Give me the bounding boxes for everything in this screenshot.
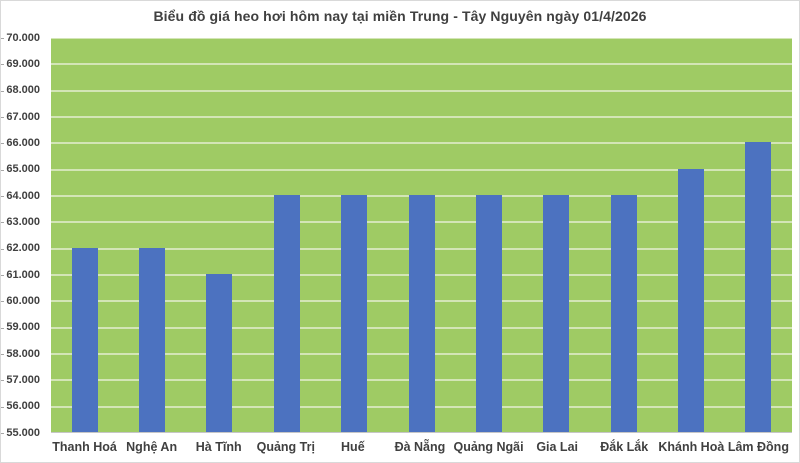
y-tick-label: 63.000 [6,215,40,228]
x-tick-label: Đắk Lắk [600,440,649,454]
y-tick-label: 64.000 [6,189,40,202]
bar-gia-lai [543,195,570,432]
y-axis-tick-mark [1,64,4,66]
y-axis-tick-mark [1,433,4,434]
y-axis-tick-mark [1,301,4,303]
y-axis-tick-mark [1,143,4,145]
y-tick-label: 68.000 [6,84,40,97]
chart-title: Biểu đồ giá heo hơi hôm nay tại miền Tru… [153,8,647,24]
y-axis-tick-mark [1,196,4,197]
y-axis-tick-mark [1,248,4,250]
y-axis-tick-mark [1,406,4,408]
y-axis: 70.000 69.000 68.000 67.000 66.000 65.000 64.0… [1,32,42,439]
gridline [51,116,792,118]
gridline [51,89,792,92]
y-axis-tick-mark [1,222,4,224]
y-tick-label: 59.000 [6,321,40,334]
x-axis: Thanh Hoá Nghệ An Hà Tĩnh Quảng Trị Huế Đà Nẵ… [51,439,792,457]
x-tick-label: Đà Nẵng [394,440,446,454]
y-tick-label: 66.000 [6,136,40,149]
x-tick-label: Thanh Hoá [52,440,117,454]
y-tick-label: 60.000 [6,294,40,307]
x-tick-label: Lâm Đồng [727,440,789,454]
y-tick-label: 58.000 [6,347,40,360]
gridline [51,38,792,39]
bar-nghệ-an [139,247,166,432]
y-tick-label: 62.000 [6,242,40,255]
x-tick-label: Nghệ An [126,440,178,454]
x-tick-label: Gia Lai [536,440,578,454]
bar-đắk-lắk [610,195,637,432]
bar-thanh-hoá [71,247,98,432]
bar-quảng-ngãi [475,195,502,432]
y-tick-label: 61.000 [6,268,40,281]
bar-huế [341,195,368,432]
x-tick-label: Huế [341,440,365,454]
y-axis-tick-mark [1,117,4,118]
x-tick-label: Khánh Hoà [658,440,725,454]
bar-hà-tĩnh [206,274,233,432]
gridline [51,142,792,145]
y-axis-tick-mark [1,380,4,382]
y-tick-label: 57.000 [6,373,40,386]
bar-khánh-hoà [677,168,704,432]
gridline [51,168,792,171]
y-axis-tick-mark [1,354,4,355]
bar-quảng-trị [273,195,300,432]
y-axis-tick-mark [1,275,4,276]
bar-đà-nẵng [408,195,435,432]
bar-lâm-đồng [745,142,772,432]
gridline [51,63,792,66]
y-tick-label: 67.000 [6,110,40,123]
y-tick-label: 70.000 [6,31,40,44]
y-axis-tick-mark [1,38,4,39]
x-tick-label: Quảng Ngãi [453,440,524,454]
x-tick-label: Hà Tĩnh [195,440,242,454]
y-axis-tick-mark [1,327,4,329]
y-tick-label: 65.000 [6,163,40,176]
y-axis-tick-mark [1,90,4,92]
y-tick-label: 56.000 [6,400,40,413]
x-tick-label: Quảng Trị [256,440,315,454]
plot-area [51,38,792,433]
y-tick-label: 69.000 [6,57,40,70]
y-tick-label: 55.000 [6,426,40,439]
y-axis-tick-mark [1,169,4,171]
